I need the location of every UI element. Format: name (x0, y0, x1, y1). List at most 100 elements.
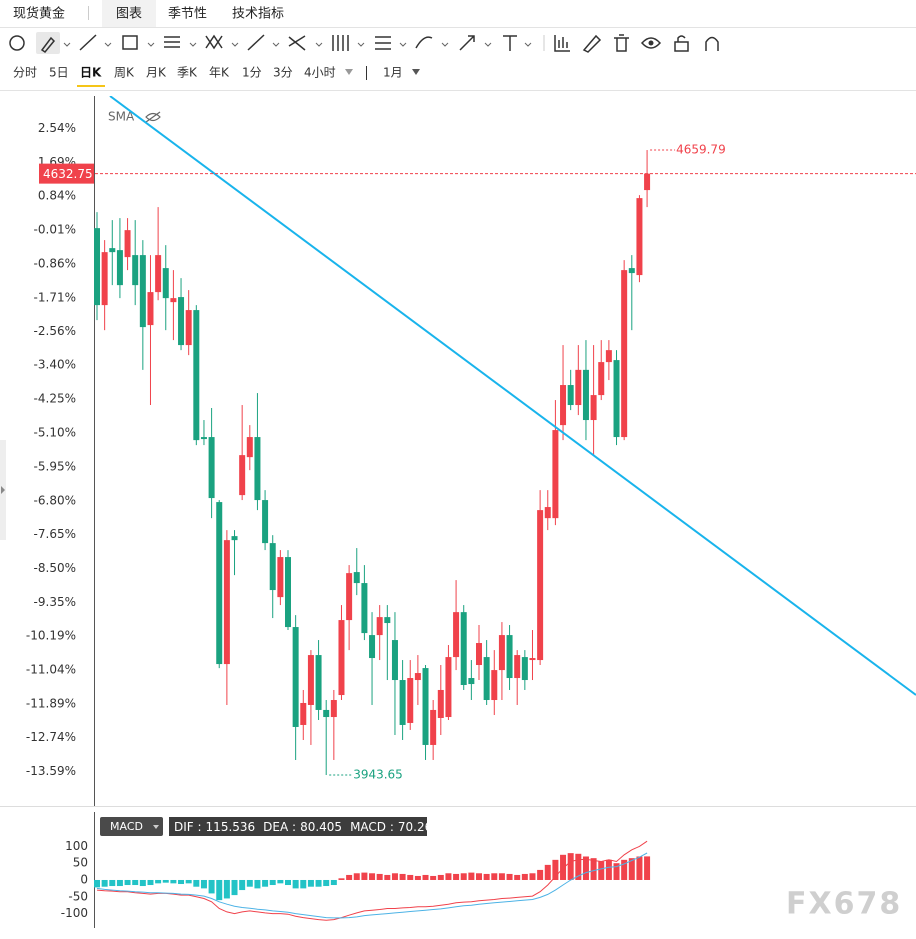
tool-icon[interactable] (375, 36, 391, 50)
macd-bar (430, 875, 437, 880)
macd-bar (552, 859, 559, 880)
macd-line (96, 852, 648, 919)
period[interactable]: 1分 (242, 66, 262, 80)
macd-bar (414, 875, 421, 880)
macd-bar (353, 873, 360, 880)
tool-icon[interactable] (122, 35, 138, 50)
macd-bar (628, 858, 635, 880)
macd-legend-value: 70.262 (398, 820, 440, 834)
period[interactable]: 日K (80, 66, 102, 80)
period[interactable]: 季K (177, 66, 198, 80)
tab[interactable]: 图表 (116, 7, 142, 22)
macd-bar (262, 879, 269, 887)
period-dropdown[interactable] (345, 69, 353, 75)
indicator-label: SMA (108, 110, 135, 124)
tool-icon[interactable] (247, 34, 265, 51)
period-dropdown[interactable] (412, 69, 420, 75)
macd-bar (132, 879, 139, 886)
watermark: FX678 (786, 887, 902, 922)
macd-bar (384, 874, 391, 880)
tool-icon[interactable] (503, 35, 517, 51)
macd-bar (155, 879, 162, 884)
y-tick-label: -13.59% (26, 764, 76, 778)
y-tick-label: -0.86% (34, 256, 76, 270)
period[interactable]: 5日 (49, 66, 69, 80)
candle-body (139, 255, 146, 328)
tool-icon[interactable] (332, 35, 349, 51)
macd-y-tick-label: 0 (80, 872, 88, 886)
tab[interactable]: 现货黄金 (13, 6, 65, 22)
macd-bar (307, 879, 314, 887)
candle-body (101, 252, 108, 306)
macd-bar (208, 879, 215, 894)
macd-legend-name: DIF : (174, 820, 202, 834)
candle-body (598, 362, 605, 396)
tool-icon[interactable] (582, 34, 602, 53)
tool-icon[interactable] (40, 36, 56, 54)
tool-icon[interactable] (459, 35, 475, 51)
candle-body (94, 228, 100, 306)
tool-icon[interactable] (614, 34, 629, 52)
macd-bar (613, 863, 620, 880)
trend-line[interactable] (109, 96, 916, 696)
tab[interactable]: 季节性 (168, 7, 207, 22)
period[interactable]: 周K (114, 66, 135, 80)
y-tick-label: -9.35% (34, 595, 76, 609)
macd-y-tick-label: -100 (61, 906, 88, 920)
candle-body (300, 702, 307, 725)
candle-body (246, 437, 253, 458)
y-tick-label: -11.04% (26, 662, 76, 676)
period[interactable]: 1月 (383, 66, 403, 80)
candle-body (590, 395, 597, 421)
macd-bar (598, 861, 605, 880)
candle-body (269, 543, 276, 591)
macd-bar (483, 873, 490, 880)
tool-icon[interactable] (79, 34, 97, 51)
candle-body (262, 500, 269, 544)
macd-bar (178, 879, 185, 885)
tool-icon[interactable] (674, 35, 689, 52)
macd-button[interactable] (100, 817, 163, 836)
high-label: 4659.79 (676, 143, 726, 157)
candle-body (208, 437, 215, 499)
tool-icon[interactable] (415, 36, 433, 49)
indicator-visibility[interactable] (145, 111, 161, 123)
candle-body (399, 680, 406, 725)
macd-button-label[interactable]: MACD (110, 820, 143, 833)
tool-icon[interactable] (205, 34, 223, 50)
tab[interactable]: 技术指标 (232, 7, 284, 22)
macd-bar (269, 879, 276, 886)
tool-icon[interactable] (164, 36, 180, 48)
macd-legend-name: DEA : (263, 820, 296, 834)
candle-body (277, 557, 284, 598)
macd-bar (239, 879, 246, 891)
candle-body (552, 430, 559, 519)
period[interactable]: 3分 (273, 66, 293, 80)
macd-bar (109, 879, 116, 887)
macd-bar (407, 874, 414, 880)
candle-body (437, 689, 444, 718)
macd-bar (285, 879, 291, 886)
macd-bar (170, 879, 177, 884)
tool-icon[interactable] (9, 35, 25, 51)
candle-body (491, 670, 498, 701)
candle-body (621, 270, 628, 438)
period[interactable]: 分时 (13, 66, 37, 80)
tool-icon[interactable] (640, 37, 662, 49)
macd-bar (445, 873, 452, 880)
macd-bar (330, 879, 337, 886)
tool-icon[interactable] (288, 35, 306, 51)
tool-icon[interactable] (705, 36, 719, 52)
macd-bar (391, 873, 398, 880)
macd-legend-value: 115.536 (206, 820, 256, 834)
candle-body (330, 700, 337, 718)
macd-bar (147, 879, 154, 886)
period[interactable]: 月K (146, 66, 167, 80)
period[interactable]: 年K (209, 66, 230, 80)
macd-bar (101, 879, 108, 887)
candle-body (560, 385, 567, 426)
period[interactable]: 4小时 (304, 66, 336, 80)
tool-icon[interactable] (554, 35, 570, 52)
main-chart: 2.54%1.69%0.84%-0.01%-0.86%-1.71%-2.56%-… (26, 121, 651, 778)
candle-body (605, 350, 612, 363)
